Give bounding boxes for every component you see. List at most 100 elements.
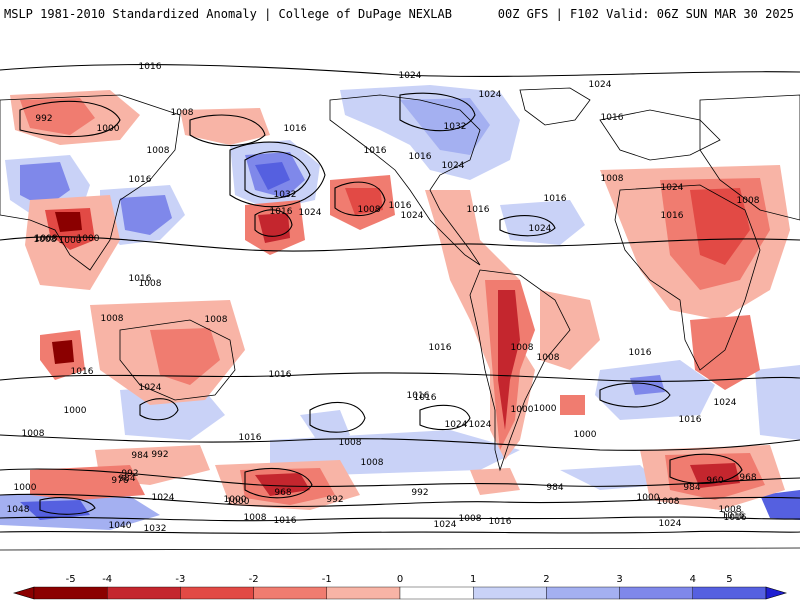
colorbar-segment	[399, 586, 474, 600]
isobar-label: 1016	[269, 370, 292, 380]
isobar-label: 1024	[139, 383, 162, 393]
isobars	[0, 63, 800, 535]
isobar-label: 1008	[719, 505, 742, 515]
coastlines	[0, 87, 800, 551]
colorbar-segment	[180, 586, 254, 600]
isobar-label: 1016	[407, 391, 430, 401]
isobar-label: 1016	[661, 211, 684, 221]
colorbar-segment	[326, 586, 401, 600]
isobar-label: 1024	[479, 90, 502, 100]
model-run-info: 00Z GFS | F102 Valid: 06Z SUN MAR 30 202…	[497, 7, 794, 21]
isobar-label: 1024	[434, 520, 457, 530]
colorbar-segment	[692, 586, 767, 600]
isobar-label: 1008	[139, 279, 162, 289]
isobar-label: 1008	[361, 458, 384, 468]
isobar-label: 1016	[284, 124, 307, 134]
isobar-label: 1016	[71, 367, 94, 377]
isobar-label: 1016	[270, 207, 293, 217]
isobar-label: 1000	[14, 483, 37, 493]
isobar-label: 1008	[358, 205, 381, 215]
isobar-label: 984	[546, 483, 563, 493]
isobar-label: 1000	[574, 430, 597, 440]
isobar-label: 1008	[171, 108, 194, 118]
colorbar-tick-label: 0	[396, 574, 404, 585]
isobar-label: 992	[151, 450, 168, 460]
isobar-label: 1000	[224, 495, 247, 505]
colorbar-tick-label: -2	[248, 574, 259, 585]
colorbar-arrow-low	[12, 586, 35, 600]
isobar-label: 1008	[601, 174, 624, 184]
isobar-label: 1016	[489, 517, 512, 527]
isobar-label: 960	[706, 476, 723, 486]
isobar-label: 1000	[59, 236, 82, 246]
isobar-label: 984	[131, 451, 148, 461]
isobar-label: 1008	[537, 353, 560, 363]
isobar-label: 1008	[244, 513, 267, 523]
isobar-label: 1032	[274, 190, 297, 200]
isobar-label: 992	[35, 114, 52, 124]
colorbar-arrow-high	[765, 586, 788, 600]
anomaly-map: 1016 1024 1024 1024 992 1000 1008 1016 1008 1016 1…	[0, 40, 800, 558]
isobar-label: 1008	[205, 315, 228, 325]
isobar-label: 1016	[679, 415, 702, 425]
isobar-label: 1024	[659, 519, 682, 529]
isobar-label: 992	[411, 488, 428, 498]
colorbar-tick-labels: -5 -4 -3 -2 -1 0 1 2 3 4 5	[0, 574, 800, 586]
isobar-label: 1008	[101, 314, 124, 324]
isobar-label: 1016	[239, 433, 262, 443]
isobar-label: 1008	[737, 196, 760, 206]
colorbar-tick-label: -1	[321, 574, 332, 585]
isobar-label: 1024	[469, 420, 492, 430]
isobar-label: 1024	[661, 183, 684, 193]
colorbar-segment	[546, 586, 620, 600]
isobar-label: 976	[111, 476, 128, 486]
isobar-label: 1016	[722, 511, 745, 521]
colorbar-tick-label: 1	[470, 574, 477, 585]
map-title: MSLP 1981-2010 Standardized Anomaly | Co…	[4, 7, 452, 21]
isobar-label: 1016	[467, 205, 490, 215]
colorbar-svg	[12, 586, 788, 600]
isobar-label: 1016	[389, 201, 412, 211]
isobar-label: 1024	[399, 71, 422, 81]
isobar-label: 1024	[442, 161, 465, 171]
isobar-label: 1000	[227, 497, 250, 507]
isobar-label: 1016	[601, 113, 624, 123]
isobar-label: 1000	[77, 234, 100, 244]
isobar-label: 1032	[144, 524, 167, 534]
isobar-label: 1040	[109, 521, 132, 531]
isobar-label: 1016	[364, 146, 387, 156]
isobar-label: 1016	[409, 152, 432, 162]
isobar-label: 1016	[274, 516, 297, 526]
isobar-label: 1008	[339, 438, 362, 448]
isobar-label: 1008	[147, 146, 170, 156]
negative-anomaly-shading	[10, 90, 790, 510]
isobar-label: 1008	[511, 343, 534, 353]
header: MSLP 1981-2010 Standardized Anomaly | Co…	[0, 0, 800, 30]
isobar-label: 1024	[445, 420, 468, 430]
isobar-label: 1008	[22, 429, 45, 439]
isobar-label: 1016	[139, 62, 162, 72]
isobar-label: 1008	[657, 497, 680, 507]
colorbar-tick-label: -5	[65, 574, 76, 585]
isobar-label: 1008	[34, 235, 57, 245]
isobar-label: 1016	[544, 194, 567, 204]
isobar-label: 968	[739, 473, 756, 483]
isobar-label: 1024	[714, 398, 737, 408]
isobar-label: 1000	[511, 405, 534, 415]
colorbar: -5 -4 -3 -2 -1 0 1 2 3 4 5	[0, 574, 800, 600]
isobar-label: 984	[683, 483, 700, 493]
isobar-label: 1000	[534, 404, 557, 414]
isobar-label: 1016	[429, 343, 452, 353]
colorbar-segment	[253, 586, 328, 600]
colorbar-tick-label: 5	[726, 574, 733, 585]
isobar-label: 992	[121, 469, 138, 479]
isobar-label: 1016	[414, 393, 437, 403]
colorbar-tick-label: 3	[616, 574, 623, 585]
colorbar-tick-label: -4	[102, 574, 113, 585]
isobar-label: 1024	[529, 224, 552, 234]
isobar-label: 1016	[129, 175, 152, 185]
isobar-label: 1000	[64, 406, 87, 416]
colorbar-tick-label: -3	[175, 574, 186, 585]
